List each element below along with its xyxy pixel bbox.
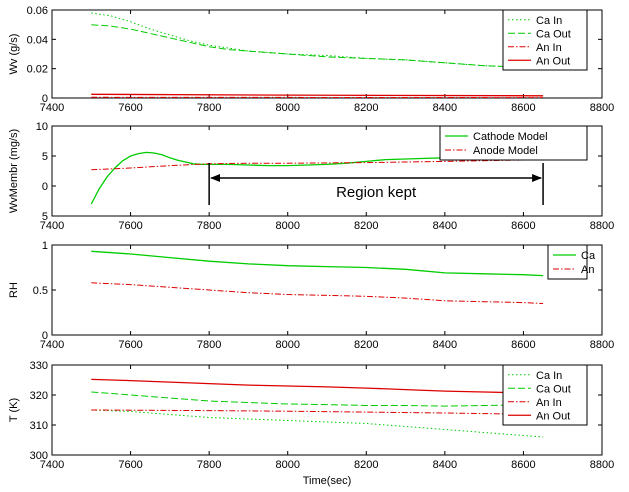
x-tick-label: 7800: [197, 339, 221, 351]
y-tick-label: 0: [42, 330, 48, 342]
x-tick-label: 8600: [511, 459, 535, 471]
x-tick-label: 8400: [433, 102, 457, 114]
y-tick-label: 0: [42, 181, 48, 193]
series-line-cathode-model: [90, 151, 544, 205]
series-line-an-in: [91, 409, 544, 415]
legend-label: Ca In: [536, 15, 562, 27]
y-tick-label: 0: [42, 93, 48, 105]
x-tick-label: 8000: [275, 459, 299, 471]
x-tick-label: 8800: [590, 459, 614, 471]
legend-label: An Out: [536, 55, 570, 67]
x-tick-label: 7600: [118, 339, 142, 351]
series-line-an-out: [91, 378, 544, 395]
x-tick-label: 7800: [197, 459, 221, 471]
y-tick-label: 0.5: [33, 285, 48, 297]
panel-3: 7400 7600 7800 8000 8200 8400 8600 8800 0 0.5 1 RH C…: [8, 240, 614, 351]
series-line-an: [91, 282, 544, 304]
x-tick-label: 8200: [354, 102, 378, 114]
x-tick-label: 8800: [590, 102, 614, 114]
x-tick-label: 8200: [354, 220, 378, 232]
y-axis-label: WvMembr (mg/s): [8, 129, 20, 213]
x-tick-label: 8800: [590, 339, 614, 351]
panel-1: 7400 7600 7800 8000 8200 8400 8600 8800 0 0.02 0.0…: [8, 5, 614, 114]
x-tick-label: 8400: [433, 459, 457, 471]
x-tick-label: 7800: [197, 220, 221, 232]
y-tick-label: 330: [30, 360, 48, 372]
x-tick-label: 7600: [118, 459, 142, 471]
x-axis-label: Time(sec): [303, 475, 351, 487]
x-tick-label: 8600: [511, 220, 535, 232]
legend-label: Ca Out: [536, 28, 571, 40]
legend-box: [547, 244, 588, 280]
x-tick-label: 7600: [118, 220, 142, 232]
legend-label: Ca Out: [536, 383, 571, 395]
x-tick-label: 8600: [511, 102, 535, 114]
legend-label: Ca: [581, 250, 596, 262]
annotation-region-kept: Region kept: [336, 184, 417, 201]
panel-4: 7400 7600 7800 8000 8200 8400 8600 8800 300 310 32…: [8, 360, 614, 471]
legend-label: Ca In: [536, 370, 562, 382]
series-line-an-out: [91, 93, 544, 97]
x-tick-label: 8400: [433, 220, 457, 232]
x-tick-label: 7400: [40, 459, 64, 471]
x-tick-label: 7600: [118, 102, 142, 114]
y-axis-label: Wv (g/s): [8, 34, 20, 75]
x-tick-label: 8200: [354, 339, 378, 351]
legend-label: An Out: [536, 410, 570, 422]
y-tick-label: 0.04: [27, 34, 48, 46]
axes-box: [51, 244, 603, 336]
legend-label: Anode Model: [473, 145, 538, 157]
legend: Cathode Model Anode Model: [439, 125, 588, 161]
x-tick-label: 8600: [511, 339, 535, 351]
y-tick-label: 0.02: [27, 64, 48, 76]
legend-label: An In: [536, 42, 562, 54]
x-tick-label: 8000: [275, 102, 299, 114]
x-tick-label: 7400: [40, 102, 64, 114]
y-tick-label: 5: [42, 151, 48, 163]
x-tick-label: 8400: [433, 339, 457, 351]
series-line-ca-in: [91, 409, 544, 438]
y-tick-label: 5: [42, 211, 48, 223]
legend-label: An: [581, 264, 594, 276]
x-tick-label: 8000: [275, 339, 299, 351]
x-tick-label: 7800: [197, 102, 221, 114]
y-tick-label: 310: [30, 420, 48, 432]
series-line-ca-out: [91, 391, 544, 407]
legend-label: Cathode Model: [473, 131, 548, 143]
series-line-ca-out: [91, 24, 544, 70]
legend-box: [439, 125, 588, 161]
series-line-ca: [91, 250, 544, 277]
legend: Ca An: [547, 244, 596, 280]
y-tick-label: 320: [30, 390, 48, 402]
x-tick-label: 8200: [354, 459, 378, 471]
y-tick-label: 1: [42, 240, 48, 252]
x-tick-label: 8000: [275, 220, 299, 232]
y-tick-label: 0.06: [27, 5, 48, 17]
x-tick-label: 7400: [40, 220, 64, 232]
y-axis-label: RH: [8, 282, 20, 298]
y-tick-label: 300: [30, 450, 48, 462]
legend-label: An In: [536, 397, 562, 409]
series-line-anode-model: [91, 159, 544, 171]
x-tick-label: 7400: [40, 339, 64, 351]
y-tick-label: 10: [36, 121, 48, 133]
y-axis-label: T (K): [8, 398, 20, 422]
panel-2: 7400 7600 7800 8000 8200 8400 8600 8800 5 0 5 10 WvM…: [8, 121, 614, 232]
x-tick-label: 8800: [590, 220, 614, 232]
series-line-ca-in: [91, 12, 544, 70]
